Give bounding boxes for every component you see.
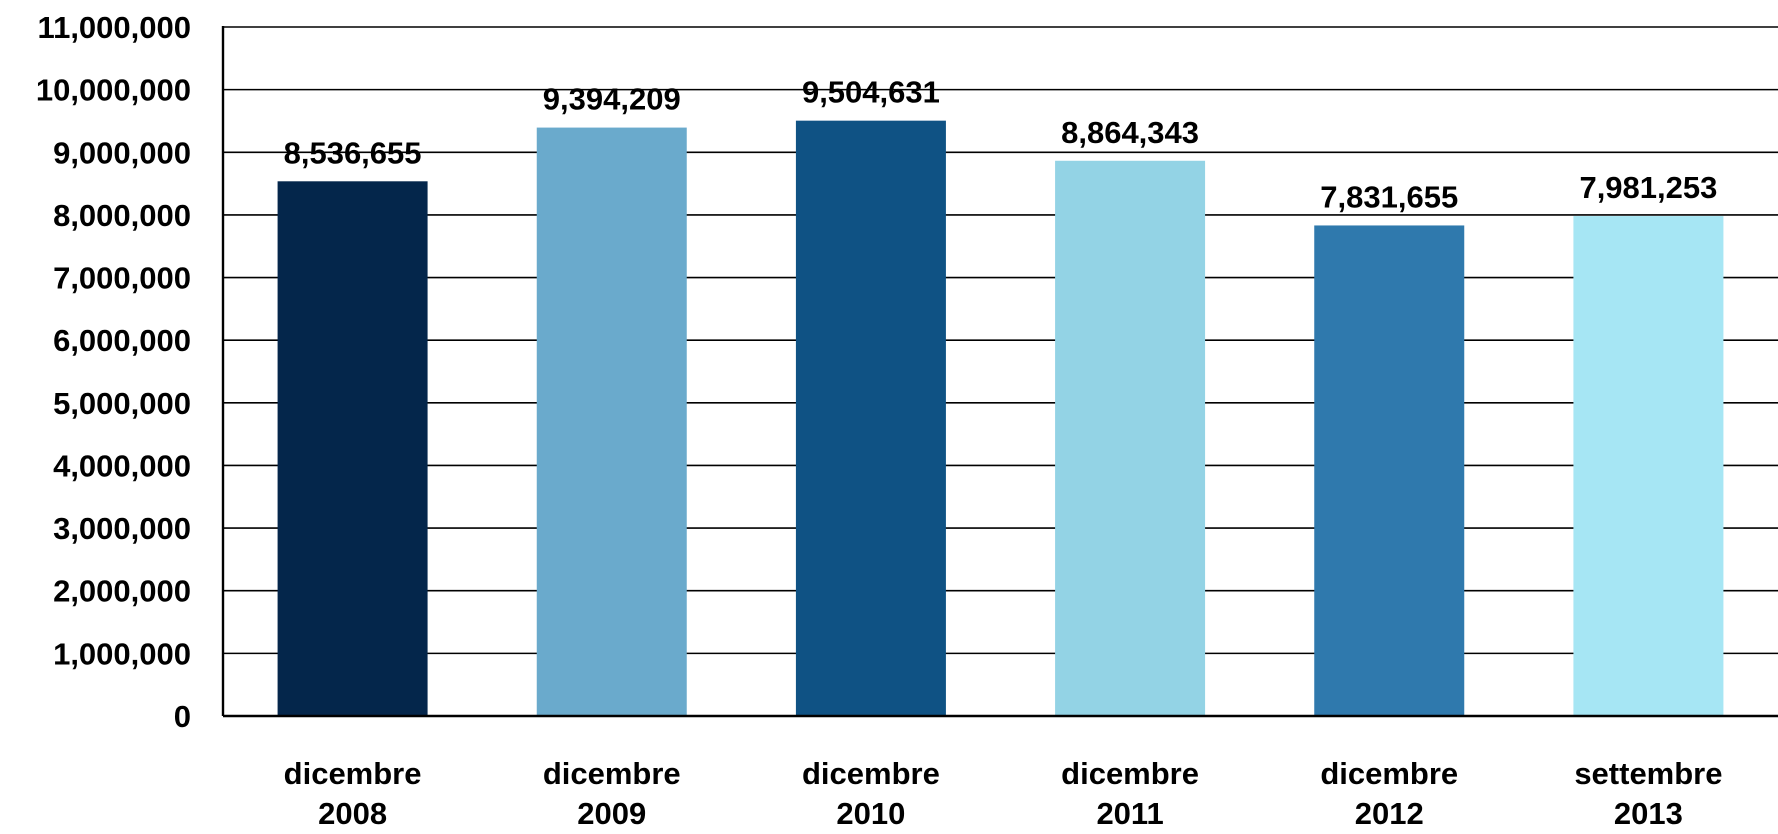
y-tick-label: 5,000,000: [53, 386, 191, 421]
x-tick-label: dicembre: [1320, 756, 1458, 791]
y-tick-label: 8,000,000: [53, 198, 191, 233]
x-tick-label: dicembre: [1061, 756, 1199, 791]
y-tick-label: 4,000,000: [53, 448, 191, 483]
y-tick-label: 0: [174, 699, 191, 734]
x-tick-label: dicembre: [543, 756, 681, 791]
bar: [536, 127, 687, 716]
x-tick-label: 2012: [1355, 796, 1424, 829]
y-tick-label: 6,000,000: [53, 323, 191, 358]
y-tick-label: 7,000,000: [53, 261, 191, 296]
y-tick-label: 3,000,000: [53, 511, 191, 546]
data-label: 8,536,655: [284, 135, 422, 170]
y-tick-label: 2,000,000: [53, 574, 191, 609]
data-label: 7,831,655: [1320, 179, 1458, 214]
bar: [1314, 225, 1465, 716]
x-tick-label: 2013: [1614, 796, 1683, 829]
y-tick-label: 11,000,000: [38, 10, 191, 45]
bar: [795, 120, 946, 716]
x-tick-label: dicembre: [802, 756, 940, 791]
gridlines: [223, 26, 1778, 655]
x-tick-label: 2009: [577, 796, 646, 829]
x-axis-ticks: dicembre 2008 dicembre 2009 dicembre 2010 dice…: [284, 756, 1723, 831]
y-tick-label: 1,000,000: [53, 636, 191, 671]
data-label: 9,504,631: [802, 75, 940, 110]
bar: [277, 181, 428, 716]
x-tick-label: 2010: [836, 796, 905, 829]
data-label: 9,394,209: [543, 82, 681, 117]
y-tick-label: 9,000,000: [53, 135, 191, 170]
y-tick-label: 10,000,000: [36, 73, 191, 108]
y-axis-ticks: 0 1,000,000 2,000,000 3,000,000 4,000,000 5,0…: [36, 10, 191, 734]
x-tick-label: 2011: [1096, 796, 1163, 829]
x-tick-label: settembre: [1574, 756, 1722, 791]
x-tick-label: dicembre: [284, 756, 422, 791]
axes: [221, 26, 1778, 718]
x-tick-label: 2008: [318, 796, 387, 829]
data-label: 7,981,253: [1579, 170, 1717, 205]
bars: [277, 120, 1724, 717]
bar: [1573, 216, 1724, 717]
bar: [1055, 160, 1206, 717]
data-labels: 8,536,655 9,394,209 9,504,631 8,864,343 7,83…: [284, 75, 1718, 215]
data-label: 8,864,343: [1061, 115, 1199, 150]
